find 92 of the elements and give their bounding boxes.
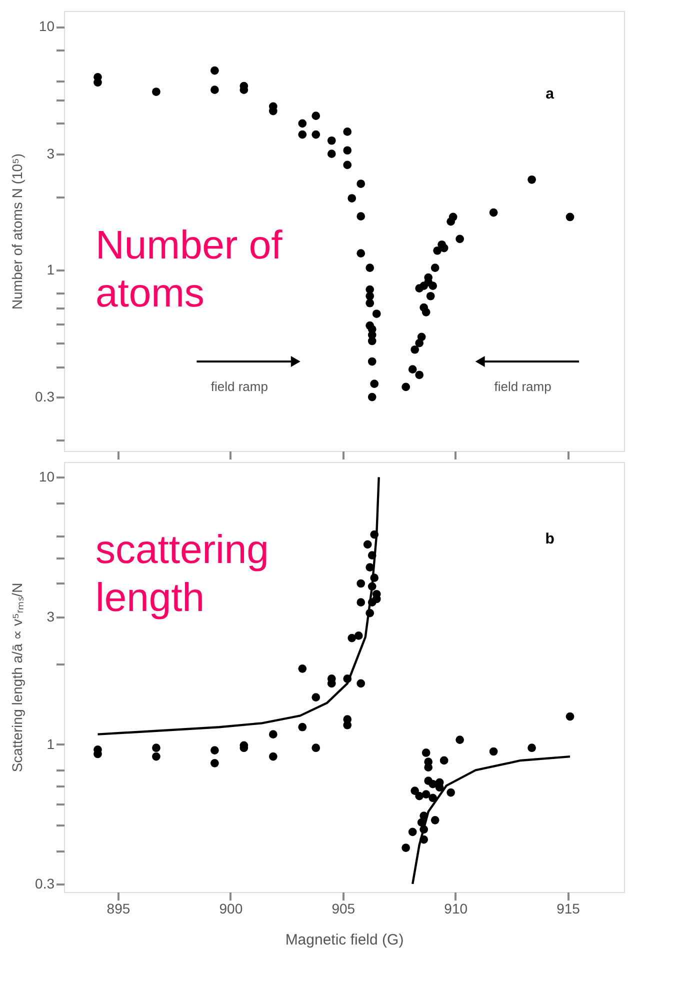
point — [268, 752, 278, 761]
point — [298, 130, 307, 139]
point — [417, 332, 426, 342]
point — [298, 722, 307, 732]
point — [370, 380, 379, 388]
x-axis-title: Magnetic field (G) — [285, 932, 404, 948]
x-tick-label: 910 — [444, 900, 468, 916]
point — [402, 844, 410, 852]
point — [210, 86, 219, 94]
annotation: field ramp — [494, 378, 552, 394]
y-tick-label: 3 — [46, 608, 55, 624]
point — [312, 130, 320, 139]
point — [410, 786, 420, 795]
point — [298, 664, 307, 673]
point — [348, 634, 356, 642]
point — [489, 747, 498, 756]
point — [430, 264, 440, 272]
point — [366, 292, 374, 300]
point — [354, 632, 363, 640]
point — [268, 730, 278, 738]
y-tick-label: 1 — [46, 261, 55, 278]
point — [372, 310, 381, 318]
point — [446, 217, 456, 226]
point — [368, 357, 376, 366]
point — [312, 744, 320, 752]
point — [152, 88, 160, 96]
point — [356, 679, 366, 688]
y-tick-label: 0.3 — [35, 388, 55, 405]
point — [428, 282, 438, 290]
point — [366, 298, 374, 308]
point — [415, 370, 424, 380]
point — [210, 66, 219, 75]
annotation: b — [545, 530, 554, 548]
point — [356, 249, 366, 258]
point — [440, 756, 448, 765]
point — [327, 136, 336, 145]
point — [210, 759, 219, 768]
x-tick-label: 905 — [332, 900, 356, 916]
point — [368, 392, 376, 402]
y-tick-label: 10 — [38, 468, 55, 485]
point — [528, 175, 536, 184]
y-axis-title: Scattering length a/ā ∝ v⁵ᵣₘₛ/N — [9, 582, 26, 772]
point — [422, 308, 430, 316]
annotation: field ramp — [210, 378, 268, 394]
point — [426, 292, 435, 300]
point — [343, 160, 352, 170]
y-tick-label: 1 — [46, 736, 55, 752]
x-tick-label: 900 — [219, 900, 243, 916]
point — [312, 693, 320, 702]
annotation: Number of atoms — [95, 223, 284, 316]
point — [430, 816, 440, 824]
point — [356, 598, 366, 607]
point — [433, 246, 442, 255]
x-tick-label: 915 — [556, 900, 580, 916]
point — [456, 736, 464, 744]
point — [343, 146, 352, 155]
y-tick-label: 3 — [46, 145, 55, 162]
x-tick-label: 895 — [106, 900, 130, 916]
point — [422, 748, 430, 757]
point — [528, 744, 536, 752]
y-tick-label: 10 — [38, 18, 55, 34]
y-tick-label: 0.3 — [35, 875, 55, 892]
point — [415, 792, 424, 800]
point — [402, 382, 410, 392]
y-axis-title: Number of atoms N (10⁵) — [9, 154, 26, 310]
point — [152, 744, 160, 752]
point — [312, 112, 320, 120]
point — [566, 712, 574, 721]
point — [566, 212, 574, 222]
point — [456, 234, 464, 244]
point — [356, 180, 366, 188]
point — [327, 150, 336, 158]
point — [298, 119, 307, 128]
point — [408, 365, 417, 374]
point — [356, 212, 366, 221]
point — [410, 345, 420, 354]
point — [210, 746, 219, 754]
line-series — [96, 476, 380, 736]
point — [356, 579, 366, 588]
point — [363, 540, 372, 549]
point — [348, 194, 356, 202]
point — [446, 788, 456, 797]
point — [152, 752, 160, 761]
point — [368, 336, 376, 346]
point — [422, 790, 430, 798]
annotation: a — [546, 86, 555, 103]
point — [489, 208, 498, 217]
line-series — [411, 755, 572, 886]
point — [408, 828, 417, 836]
point — [366, 264, 374, 272]
point — [343, 128, 352, 136]
annotation: scattering length — [95, 528, 269, 620]
